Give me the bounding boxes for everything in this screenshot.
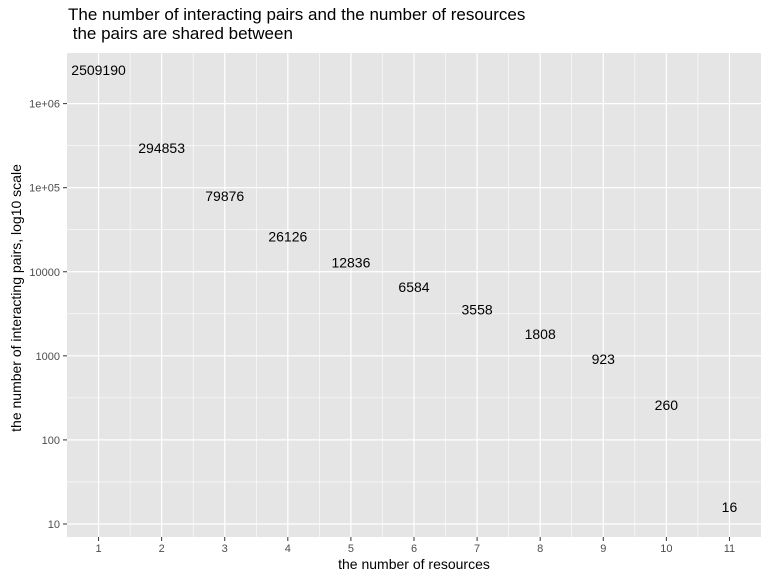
x-tick-label: 8 [537,543,543,555]
chart-subtitle: the pairs are shared between [68,24,293,43]
x-tick-label: 5 [348,543,354,555]
y-tick-label: 10 [48,519,60,531]
x-tick-label: 1 [95,543,101,555]
x-tick-label: 4 [285,543,291,555]
x-tick-label: 10 [660,543,672,555]
data-label: 26126 [268,229,307,245]
data-label: 12836 [331,255,370,271]
data-label: 260 [655,397,679,413]
data-label: 3558 [462,301,493,317]
data-label: 294853 [138,140,185,156]
x-tick-label: 7 [474,543,480,555]
y-tick-label: 1000 [36,351,60,363]
x-tick-label: 3 [222,543,228,555]
x-tick-label: 11 [724,543,735,555]
x-tick-label: 9 [600,543,606,555]
x-axis-label: the number of resources [338,556,490,572]
data-label: 79876 [205,188,244,204]
data-label: 2509190 [71,62,126,78]
data-label: 6584 [398,279,429,295]
chart-title: The number of interacting pairs and the … [68,5,526,24]
y-axis-label: the number of interacting pairs, log10 s… [8,164,24,432]
x-tick-label: 6 [411,543,417,555]
y-tick-label: 1e+05 [29,183,60,195]
data-label: 1808 [525,326,556,342]
data-label: 16 [722,499,738,515]
y-tick-label: 100 [42,435,60,447]
y-tick-label: 10000 [29,267,60,279]
data-label: 923 [592,351,616,367]
y-tick-label: 1e+06 [29,99,60,111]
x-tick-label: 2 [159,543,165,555]
